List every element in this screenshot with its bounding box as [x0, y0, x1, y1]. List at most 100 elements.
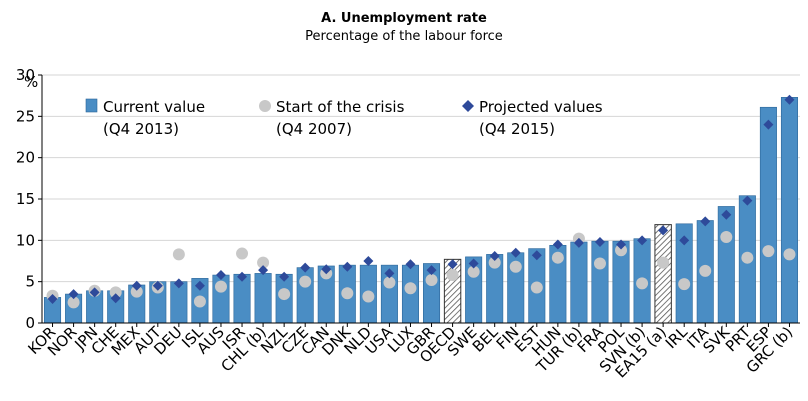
projected-marker — [258, 265, 269, 276]
crisis-marker — [720, 231, 733, 244]
projected-marker — [237, 271, 248, 282]
y-tick-label: 25 — [16, 107, 35, 125]
projected-marker — [384, 268, 395, 279]
legend-diamond-swatch — [462, 100, 474, 112]
crisis-marker — [446, 269, 459, 282]
y-tick-label: 0 — [25, 314, 35, 332]
projected-marker — [510, 247, 521, 258]
crisis-marker — [741, 251, 754, 264]
legend-sublabel: (Q4 2013) — [103, 120, 179, 138]
projected-marker — [194, 280, 205, 291]
bar-current — [780, 97, 798, 324]
projected-markers — [47, 94, 795, 305]
projected-marker — [763, 119, 774, 130]
crisis-marker — [699, 264, 712, 277]
y-tick-label: 30 — [16, 66, 35, 84]
bar-current — [717, 206, 735, 324]
gridlines — [42, 74, 800, 283]
bar-current — [759, 106, 777, 324]
bar-current — [591, 240, 609, 324]
projected-marker — [152, 280, 163, 291]
crisis-marker — [467, 265, 480, 278]
crisis-marker — [172, 248, 185, 261]
y-tick-label: 20 — [16, 149, 35, 167]
crisis-marker — [299, 275, 312, 288]
projected-marker — [594, 236, 605, 247]
projected-marker — [468, 258, 479, 269]
crisis-marker — [593, 257, 606, 270]
crisis-marker — [615, 244, 628, 257]
legend: Current value (Q4 2013) Start of the crisi… — [85, 98, 603, 138]
crisis-marker — [67, 296, 80, 309]
legend-label: Projected values — [479, 98, 603, 116]
crisis-marker — [657, 256, 670, 269]
crisis-marker — [488, 256, 501, 269]
projected-marker — [110, 293, 121, 304]
crisis-marker — [236, 247, 249, 260]
crisis-marker — [678, 278, 691, 291]
legend-sublabel: (Q4 2015) — [479, 120, 555, 138]
projected-marker — [300, 262, 311, 273]
projected-marker — [131, 280, 142, 291]
legend-circle-swatch — [259, 100, 271, 112]
projected-marker — [447, 259, 458, 270]
crisis-marker — [404, 282, 417, 295]
legend-bar-swatch — [85, 98, 98, 113]
projected-marker — [173, 278, 184, 289]
crisis-marker — [636, 277, 649, 290]
projected-marker — [721, 209, 732, 220]
crisis-marker — [109, 286, 122, 299]
bar-current — [254, 273, 272, 324]
y-tick-label: 5 — [25, 273, 35, 291]
projected-marker — [573, 237, 584, 248]
crisis-marker — [214, 280, 227, 293]
projected-marker — [89, 287, 100, 298]
crisis-marker — [193, 295, 206, 308]
projected-marker — [215, 270, 226, 281]
crisis-marker — [257, 256, 270, 269]
crisis-marker — [341, 287, 354, 300]
crisis-marker — [530, 281, 543, 294]
crisis-marker — [362, 290, 375, 303]
projected-marker — [679, 235, 690, 246]
y-tick-label: 10 — [16, 231, 35, 249]
projected-marker — [342, 261, 353, 272]
chart-title: A. Unemployment rate — [321, 11, 487, 26]
projected-marker — [784, 94, 795, 105]
crisis-marker — [783, 248, 796, 261]
legend-label: Current value — [103, 98, 205, 116]
projected-marker — [552, 239, 563, 250]
projected-marker — [489, 251, 500, 262]
legend-sublabel: (Q4 2007) — [276, 120, 352, 138]
y-axis-unit-label: % — [24, 73, 38, 91]
projected-marker — [321, 264, 332, 275]
crisis-marker — [383, 276, 396, 289]
projected-marker — [279, 271, 290, 282]
projected-marker — [47, 294, 58, 305]
crisis-marker — [551, 251, 564, 264]
projected-marker — [616, 239, 627, 250]
y-tick-label: 15 — [16, 190, 35, 208]
crisis-marker — [762, 245, 775, 258]
bar-series — [44, 97, 798, 324]
bar-current-hatched — [654, 224, 672, 324]
projected-marker — [700, 216, 711, 227]
projected-marker — [531, 250, 542, 261]
legend-label: Start of the crisis — [276, 98, 405, 116]
projected-marker — [363, 256, 374, 266]
y-axis-ticks: 0 5 10 15 20 25 30 — [16, 66, 42, 332]
projected-marker — [68, 289, 79, 300]
projected-marker — [426, 265, 437, 276]
crisis-marker — [425, 274, 438, 287]
crisis-marker — [130, 285, 143, 298]
crisis-marker — [278, 288, 291, 301]
projected-marker — [658, 225, 669, 236]
projected-marker — [637, 235, 648, 246]
projected-marker — [742, 195, 753, 206]
projected-marker — [405, 259, 416, 270]
crisis-marker — [509, 260, 522, 273]
bar-current — [570, 241, 588, 324]
chart-subtitle: Percentage of the labour force — [305, 29, 503, 44]
